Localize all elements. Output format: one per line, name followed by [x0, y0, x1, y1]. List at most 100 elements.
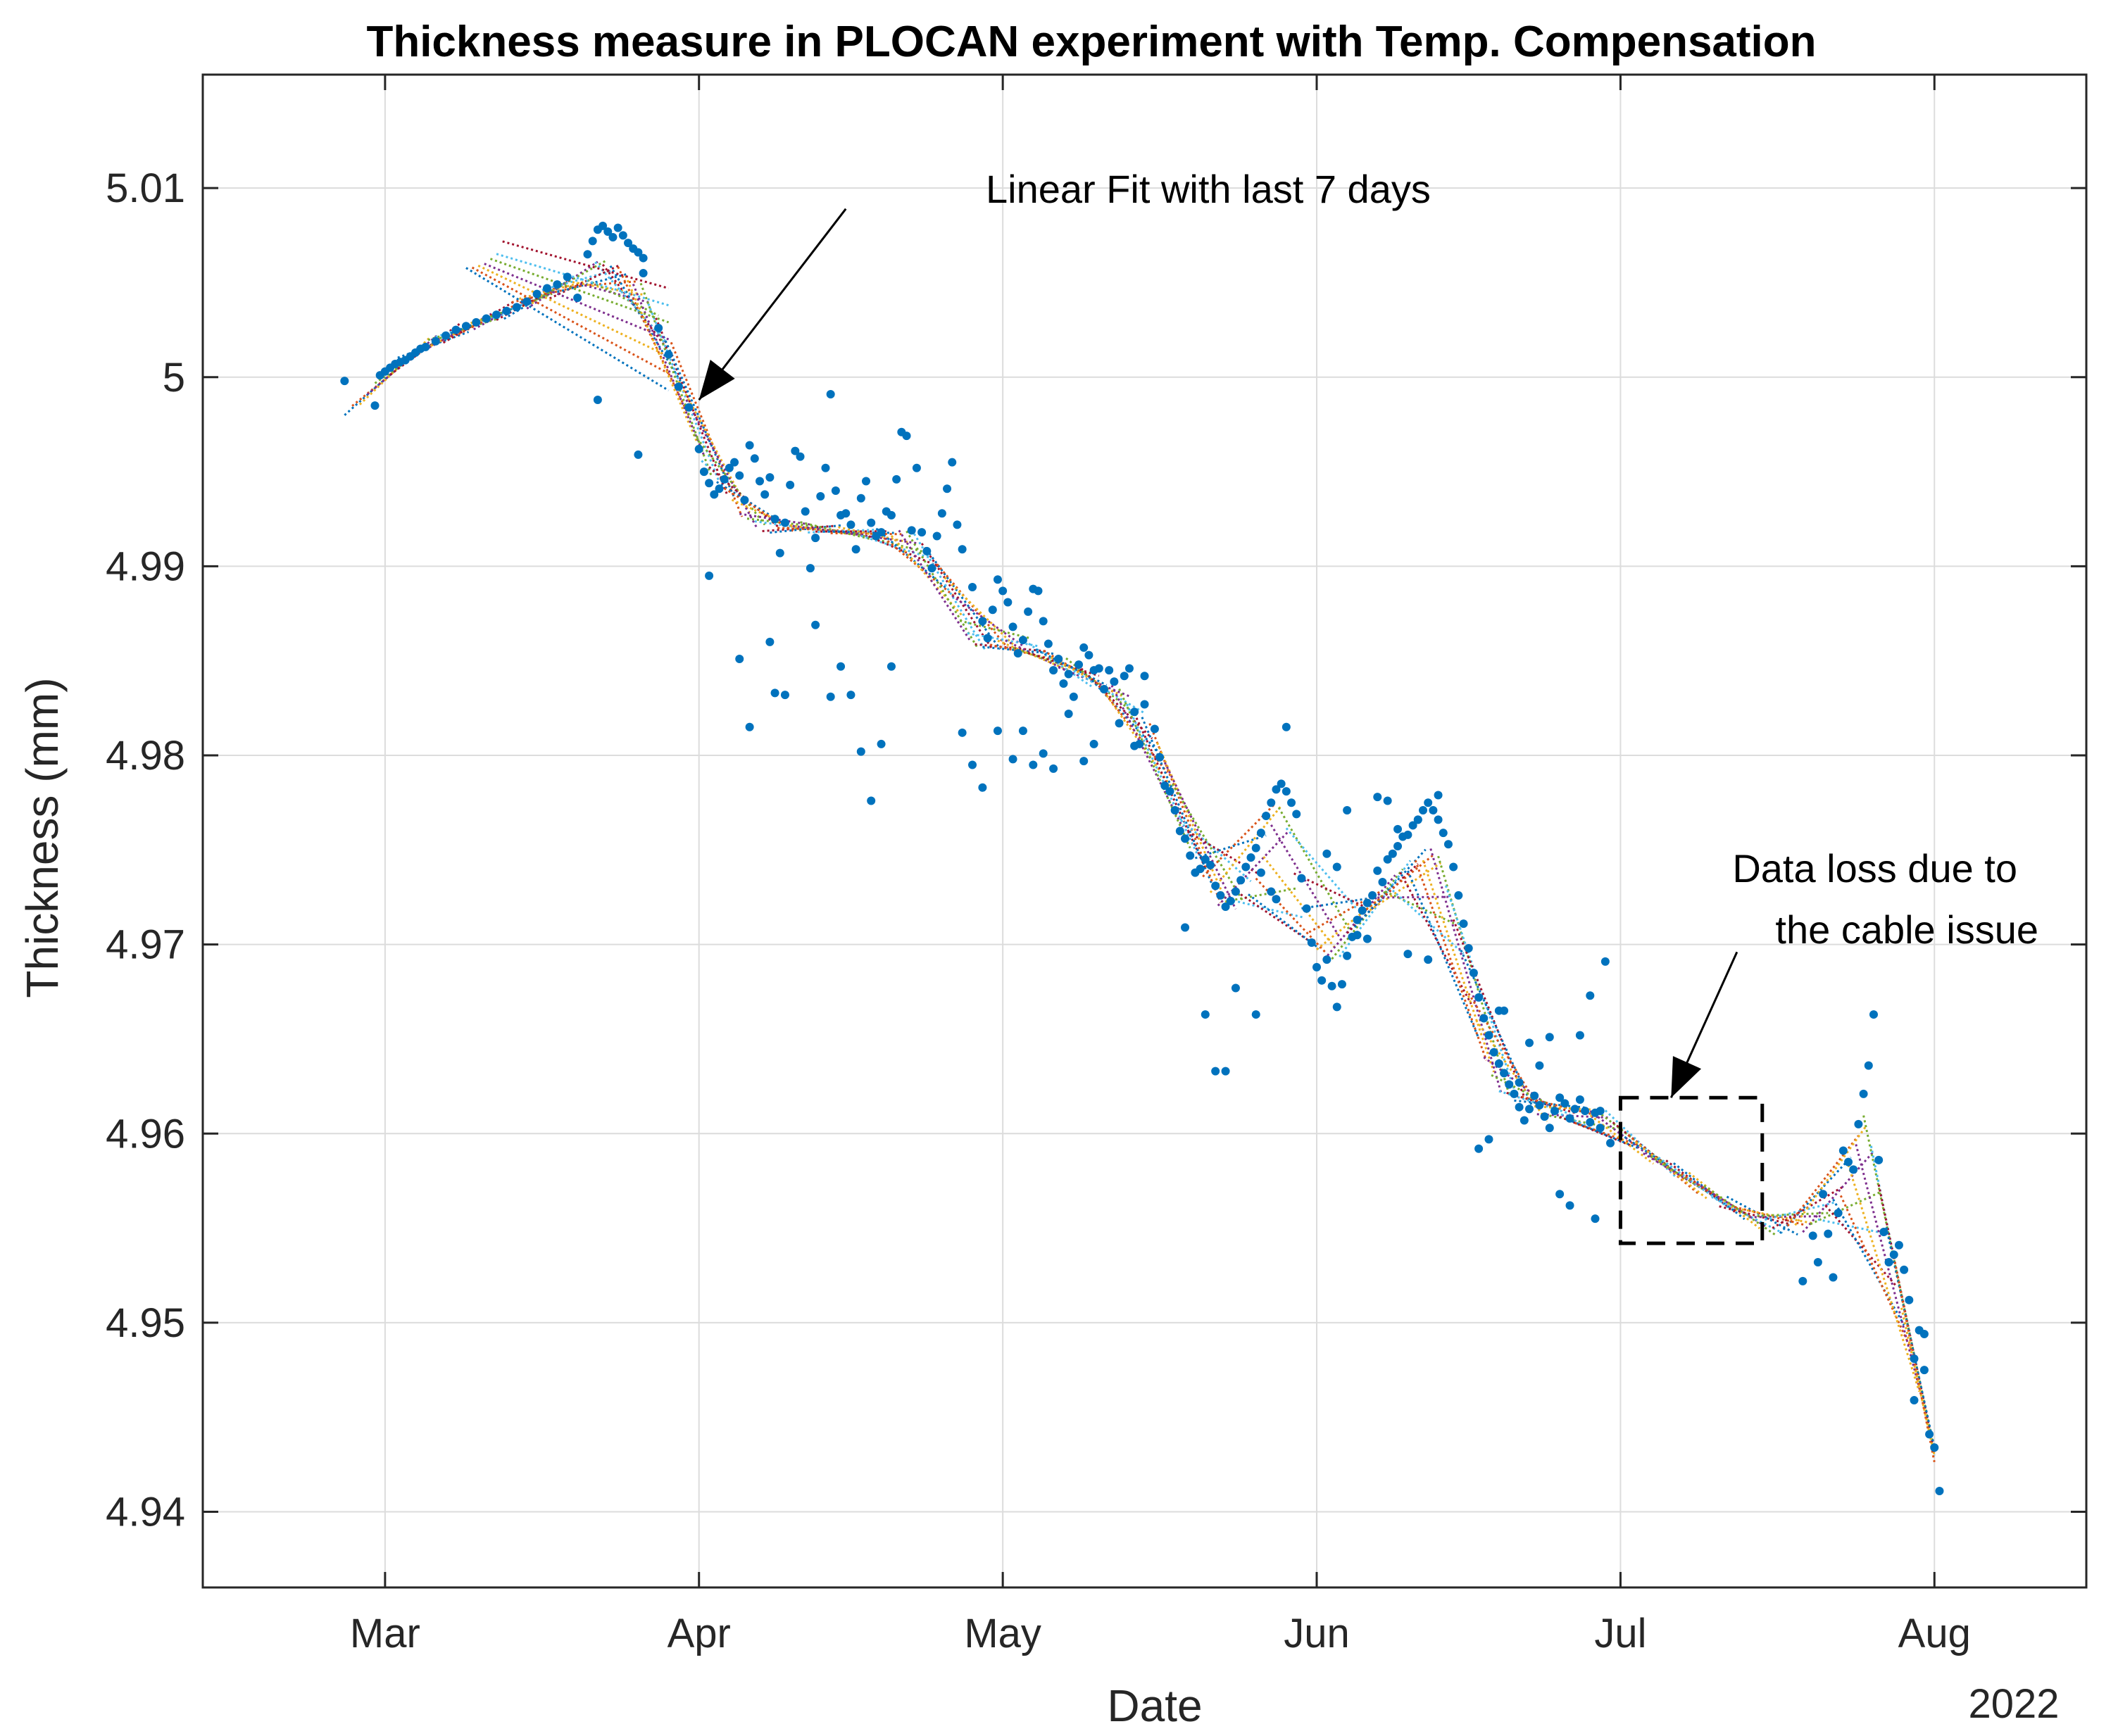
data-point: [1231, 983, 1240, 993]
data-point: [745, 722, 754, 731]
data-point: [710, 490, 719, 499]
data-point: [472, 317, 481, 327]
data-point: [993, 727, 1002, 736]
linear-fit-segment: [890, 535, 963, 617]
data-point: [1327, 981, 1336, 990]
linear-fit-segment: [1885, 1227, 1936, 1449]
data-point: [1930, 1443, 1939, 1452]
data-point: [1181, 834, 1190, 843]
data-point: [953, 520, 962, 529]
x-axis-year-label: 2022: [1968, 1681, 2059, 1727]
x-tick-label: Apr: [668, 1611, 731, 1656]
linear-fit-segment: [587, 279, 659, 317]
linear-fit-segment: [1452, 919, 1526, 1097]
linear-fit-segment: [1772, 1185, 1844, 1229]
linear-fit-segment: [1384, 890, 1457, 926]
data-point: [1600, 957, 1610, 966]
data-point: [765, 637, 775, 646]
linear-fit-segment: [1331, 868, 1404, 960]
data-point: [1813, 1257, 1822, 1266]
dataloss-annotation-line1: Data loss due to: [1732, 846, 2017, 891]
data-point: [1205, 860, 1215, 869]
data-point: [639, 253, 648, 263]
data-point: [912, 463, 921, 472]
data-point: [1586, 1118, 1595, 1127]
data-point: [1110, 677, 1119, 686]
data-point: [1140, 672, 1149, 681]
linear-fit-segment: [594, 261, 668, 343]
data-point: [639, 269, 648, 278]
data-point: [902, 432, 911, 441]
data-point: [1519, 1116, 1529, 1125]
data-point: [340, 377, 349, 386]
data-point: [1282, 787, 1291, 796]
linear-fit-lines: [344, 240, 1936, 1463]
data-point: [877, 739, 886, 748]
data-point: [1424, 955, 1433, 964]
y-tick-label: 4.96: [106, 1111, 185, 1157]
data-point: [1115, 719, 1124, 728]
linear-fit-segment: [1248, 893, 1320, 950]
linear-fit-segment: [1460, 950, 1533, 1106]
data-point: [1181, 923, 1190, 932]
data-point: [816, 492, 825, 501]
measurement-points: [340, 221, 1944, 1496]
linear-fit-segment: [526, 260, 599, 310]
data-point: [461, 322, 470, 331]
x-axis-label: Date: [1107, 1680, 1202, 1731]
linear-fit-segment: [1414, 860, 1488, 1061]
linear-fit-segment: [1035, 648, 1108, 686]
x-tick-label: Aug: [1898, 1611, 1971, 1656]
linear-fit-segment: [1407, 870, 1480, 1039]
linear-fit-segment: [534, 260, 606, 302]
data-point: [608, 233, 618, 242]
data-point: [1540, 1112, 1549, 1121]
data-point: [532, 289, 541, 298]
data-point: [1900, 1265, 1909, 1274]
linear-fit-segment: [1125, 703, 1199, 856]
data-point: [1418, 805, 1427, 814]
linear-fit-segment: [883, 536, 955, 598]
data-point: [1256, 868, 1265, 877]
data-point: [1474, 993, 1484, 1002]
data-point: [1211, 1067, 1220, 1076]
data-point: [1054, 655, 1063, 664]
data-point: [1838, 1146, 1848, 1155]
data-point: [370, 401, 380, 410]
data-point: [705, 479, 714, 488]
linear-fit-segment: [1741, 1208, 1813, 1225]
data-point: [1905, 1295, 1914, 1304]
data-point: [542, 284, 551, 293]
fit-annotation-text: Linear Fit with last 7 days: [986, 167, 1431, 211]
data-point: [1586, 991, 1595, 1000]
data-point: [927, 564, 936, 573]
linear-fit-segment: [1749, 1215, 1821, 1219]
data-point: [796, 452, 805, 461]
linear-fit-segment: [920, 543, 994, 650]
linear-fit-segment: [1544, 1114, 1616, 1130]
linear-fit-segment: [1847, 1164, 1921, 1392]
data-point: [1317, 976, 1327, 985]
data-point: [1434, 791, 1443, 800]
data-point: [1287, 798, 1296, 807]
data-point: [441, 331, 451, 340]
data-point: [1150, 724, 1159, 734]
data-point: [588, 237, 597, 246]
axis-ticks: Mar Apr May Jun Jul Aug 4.94 4.95 4.96 4.97 4.98 5 4…: [106, 75, 2086, 1656]
data-point: [780, 518, 789, 527]
data-point: [770, 515, 779, 524]
data-point: [1874, 1155, 1884, 1164]
data-point: [978, 617, 987, 626]
data-point: [1302, 904, 1311, 913]
data-point: [492, 310, 501, 320]
linear-fit-segment: [1635, 1140, 1707, 1200]
data-point: [1894, 1240, 1903, 1250]
data-point: [421, 342, 430, 351]
data-point: [1165, 787, 1174, 796]
y-tick-label: 4.97: [106, 922, 185, 968]
x-tick-label: Jul: [1594, 1611, 1646, 1656]
data-point: [1013, 648, 1022, 658]
data-point: [1241, 862, 1251, 872]
linear-fit-segment: [1118, 688, 1191, 849]
